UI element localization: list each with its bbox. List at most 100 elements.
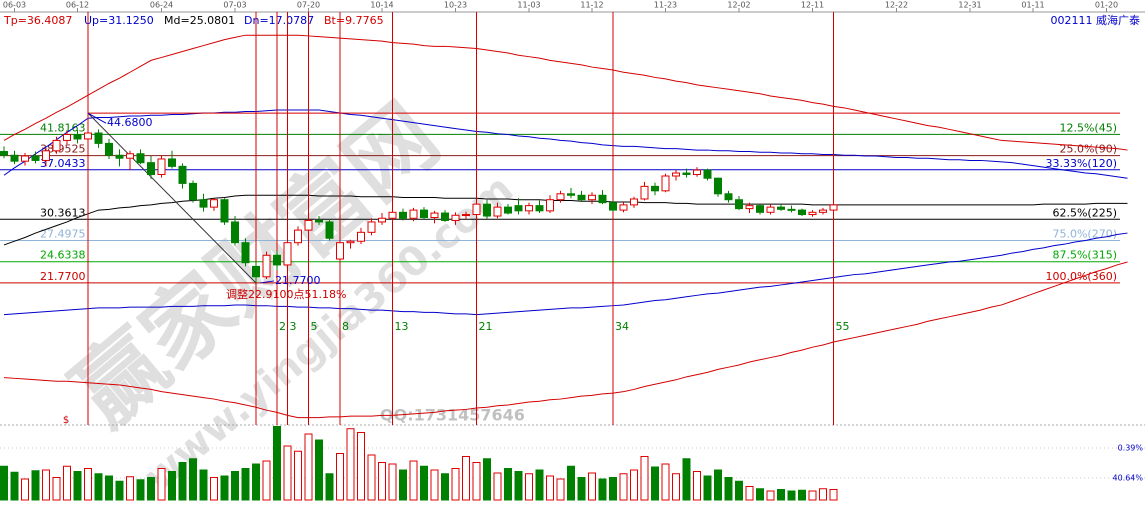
volume-bar (619, 473, 628, 501)
candle-body (136, 153, 145, 164)
volume-bar (252, 463, 260, 501)
candle-body (472, 203, 481, 216)
date-label: 01-11 (1021, 1, 1044, 10)
candle-body (346, 240, 355, 244)
volume-bar (157, 468, 166, 501)
candle-body (672, 172, 680, 177)
volume-bar (367, 454, 376, 501)
candle-body (483, 203, 491, 217)
candle-body (630, 198, 638, 206)
volume-bar (273, 426, 281, 501)
candle-body (556, 193, 565, 201)
volume-bar (73, 471, 82, 501)
date-label: 06-03 (3, 1, 26, 10)
date-label: 06-24 (150, 1, 173, 10)
candle-body (703, 169, 712, 179)
level-label: 24.6338 (40, 249, 86, 262)
volume-bar (42, 469, 50, 501)
candle-body (577, 194, 586, 201)
fib-count: 13 (395, 320, 409, 333)
volume-bar (693, 471, 701, 501)
volume-bar (63, 465, 71, 501)
fib-count: 8 (342, 320, 349, 333)
volume-bar (577, 477, 586, 501)
volume-bar (672, 473, 680, 501)
candle-body (262, 254, 271, 278)
volume-bar (136, 479, 145, 501)
volume-bar (388, 463, 397, 501)
candle-body (777, 206, 785, 210)
volume-bar (178, 462, 187, 501)
candle-body (241, 242, 250, 264)
date-label: 07-20 (297, 1, 320, 10)
volume-bar (199, 469, 208, 501)
candle-body (546, 199, 554, 212)
candle-body (430, 212, 439, 219)
volume-bar (21, 478, 29, 501)
volume-bar (0, 465, 8, 501)
volume-bar (787, 490, 796, 501)
candle-body (0, 151, 8, 156)
candle-body (724, 193, 733, 201)
volume-bar (220, 475, 229, 501)
candle-body (399, 211, 407, 219)
candle-body (388, 211, 397, 219)
candle-body (714, 177, 722, 195)
candle-body (283, 242, 292, 266)
volume-bar (556, 478, 565, 501)
volume-bar (315, 439, 323, 501)
candle-body (756, 205, 764, 213)
date-label: 10-23 (444, 1, 467, 10)
level-ratio: 87.5%(315) (1052, 249, 1117, 262)
band-line (3, 109, 1128, 179)
volume-bar (283, 445, 292, 501)
candle-body (661, 175, 670, 192)
candle-body (273, 254, 281, 266)
volume-bar (472, 462, 481, 501)
volume-bar (493, 472, 502, 501)
candle-body (294, 229, 302, 244)
date-label: 12-31 (958, 1, 981, 10)
volume-bar (304, 433, 313, 501)
date-label: 06-12 (66, 1, 89, 10)
legend-entry: Dn=17.0787 (244, 14, 314, 27)
candle-body (220, 199, 229, 223)
volume-bar (31, 470, 40, 501)
volume-bar (525, 473, 533, 501)
date-label: 11-23 (654, 1, 677, 10)
volume-bar (703, 475, 712, 501)
candle-body (367, 221, 376, 233)
volume-bar (661, 463, 670, 501)
candle-body (504, 206, 512, 214)
candle-body (157, 158, 166, 176)
volume-bar (231, 471, 239, 501)
currency-mark: $ (63, 415, 69, 426)
volume-label: 40.64% (1112, 474, 1143, 483)
candle-body (315, 219, 323, 223)
level-ratio: 12.5%(45) (1059, 121, 1117, 134)
band-line (3, 194, 1128, 246)
candle-body (304, 219, 313, 231)
swing-note: 调整22.9100点51.18% (226, 287, 346, 301)
candle-body (745, 205, 754, 210)
candle-body (409, 209, 418, 219)
candle-body (798, 209, 806, 216)
volume-bar (714, 469, 722, 501)
volume-bar (84, 468, 92, 501)
volume-bar (189, 458, 197, 501)
candle-body (609, 202, 617, 211)
volume-bar (735, 480, 743, 501)
volume-bar (52, 477, 61, 501)
level-ratio: 33.33%(120) (1045, 157, 1117, 170)
candle-body (535, 205, 544, 212)
fib-count: 21 (479, 320, 493, 333)
date-label: 11-03 (517, 1, 540, 10)
volume-bar (462, 456, 470, 501)
candle-body (147, 162, 155, 176)
low-pointer (259, 280, 275, 284)
fib-count: 34 (615, 320, 629, 333)
candle-body (462, 214, 470, 217)
candle-body (567, 193, 575, 196)
candle-body (525, 205, 533, 212)
date-label: 01-20 (1095, 1, 1118, 10)
